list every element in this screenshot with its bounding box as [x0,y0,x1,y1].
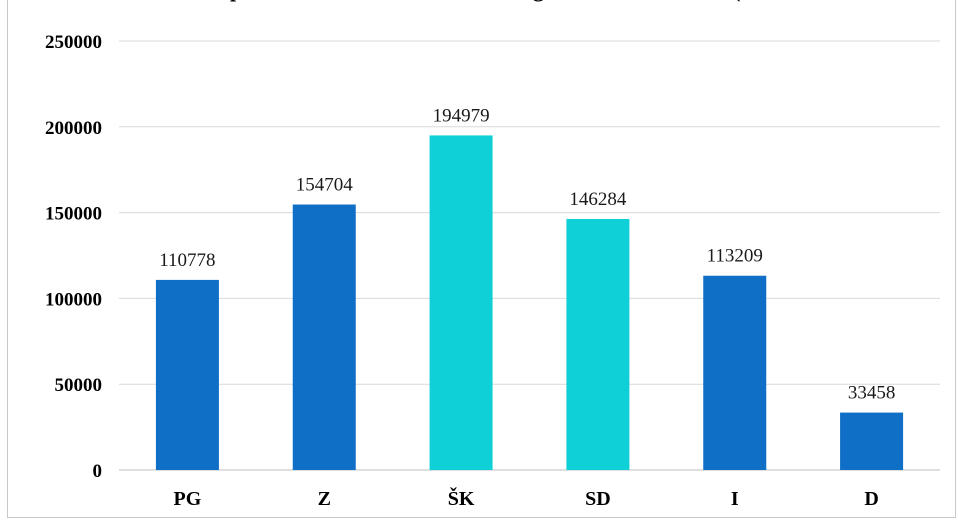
y-axis-tick-labels: 0 50000 100000 150000 200000 250000 [45,32,102,482]
gridlines [119,40,940,471]
y-tick-label-200000: 200000 [45,118,102,139]
x-tick-label-sk: ŠK [448,486,475,510]
y-tick-label-100000: 100000 [45,289,102,310]
data-label-z: 154704 [296,175,354,196]
bar-sd [566,218,630,470]
bars [155,135,904,471]
x-tick-label-pg: PG [174,488,202,510]
data-label-sd: 146284 [569,189,627,210]
bar-sk [429,135,493,471]
y-tick-label-0: 0 [93,461,103,482]
bar-z [292,204,356,470]
chart-title-fragment-g: g [533,0,544,2]
data-labels: 110778 154704 194979 146284 113209 33458 [159,105,895,403]
x-tick-label-z: Z [318,488,331,510]
bar-d [840,412,904,470]
x-tick-label-sd: SD [585,488,611,510]
bar-i [703,275,767,470]
y-tick-label-50000: 50000 [55,375,103,396]
x-tick-label-i: I [731,488,739,510]
data-label-i: 113209 [707,246,763,267]
bar-pg [155,279,219,470]
x-axis-tick-labels: PG Z ŠK SD I D [174,486,879,510]
data-label-sk: 194979 [433,105,490,126]
y-tick-label-150000: 150000 [45,204,102,225]
data-label-pg: 110778 [159,250,215,271]
chart-title-fragment-p: p [230,0,242,2]
x-tick-label-d: D [864,488,878,510]
chart-title-fragment-paren: ( [733,0,740,2]
data-label-d: 33458 [848,383,896,404]
chart-title-group: p g ( [230,0,740,2]
y-tick-label-250000: 250000 [45,32,102,53]
